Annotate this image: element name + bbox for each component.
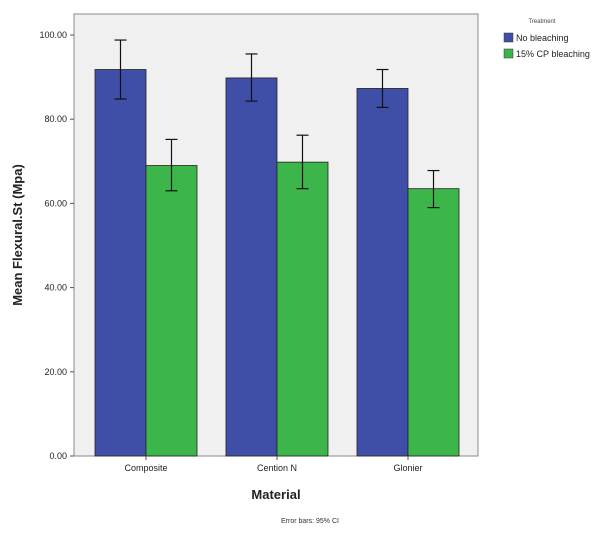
y-axis: 0.00 20.00 40.00 60.00 80.00 100.00 [39,30,74,461]
bar-0-0 [94,69,147,457]
y-axis-title: Mean Flexural.St (Mpa) [10,164,25,306]
legend-label-no-bleaching: No bleaching [516,33,569,43]
legend-swatch-cp-bleaching [503,48,514,59]
y-tick-label: 60.00 [44,198,67,208]
y-tick-label: 40.00 [44,283,67,293]
bar-1-0 [225,77,278,457]
legend: Treatment No bleaching 15% CP bleaching [503,19,590,59]
bar-2-1 [407,188,460,457]
legend-swatch-no-bleaching [503,32,514,43]
bar-2-0 [356,88,409,457]
x-tick-label: Glonier [393,463,422,473]
y-tick-label: 0.00 [49,451,67,461]
y-tick-label: 100.00 [39,30,67,40]
y-tick-label: 20.00 [44,367,67,377]
footnote: Error bars: 95% CI [281,518,339,525]
x-axis: Composite Cention N Glonier [124,456,423,473]
x-axis-title: Material [251,487,300,502]
x-tick-label: Composite [124,463,167,473]
error-bars-layer [114,39,440,209]
bar-1-1 [276,161,329,457]
bars-layer [94,69,460,457]
legend-label-cp-bleaching: 15% CP bleaching [516,49,590,59]
x-tick-label: Cention N [257,463,297,473]
legend-title: Treatment [528,19,555,25]
y-tick-label: 80.00 [44,114,67,124]
bar-0-1 [145,165,198,457]
